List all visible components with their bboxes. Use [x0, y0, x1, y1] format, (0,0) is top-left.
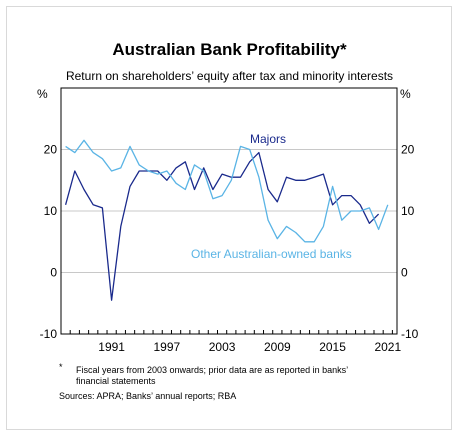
footnote-marker: * [59, 362, 63, 372]
chart-title: Australian Bank Profitability* [112, 40, 347, 59]
y-tick-label-left: 20 [44, 143, 58, 157]
x-tick-label: 2009 [264, 340, 291, 354]
right-unit-label: % [400, 87, 411, 101]
sources-note: Sources: APRA; Banks’ annual reports; RB… [59, 391, 237, 401]
y-tick-label-right: 10 [401, 204, 415, 218]
footnote-line-1: Fiscal years from 2003 onwards; prior da… [76, 365, 349, 375]
chart-subtitle: Return on shareholders’ equity after tax… [65, 69, 394, 83]
left-unit-label: % [37, 87, 48, 101]
y-tick-label-right: 20 [401, 143, 415, 157]
x-tick-label: 2015 [319, 340, 346, 354]
y-tick-label-left: -10 [40, 327, 58, 341]
x-tick-label: 2003 [209, 340, 236, 354]
plot-area [60, 87, 398, 335]
x-tick-label: 1997 [154, 340, 181, 354]
y-tick-label-right: 0 [401, 266, 408, 280]
series-label-majors: Majors [250, 132, 286, 146]
x-tick-label: 1991 [98, 340, 125, 354]
footnote-line-2: financial statements [76, 376, 156, 386]
x-tick-label: 2021 [374, 340, 401, 354]
series-line-majors [64, 151, 380, 301]
series-line-other-banks [65, 139, 389, 243]
y-tick-label-left: 10 [44, 204, 58, 218]
y-tick-label-left: 0 [50, 266, 57, 280]
y-tick-label-right: -10 [401, 327, 419, 341]
series-label-other-banks: Other Australian-owned banks [191, 247, 352, 261]
chart-frame [6, 6, 452, 430]
